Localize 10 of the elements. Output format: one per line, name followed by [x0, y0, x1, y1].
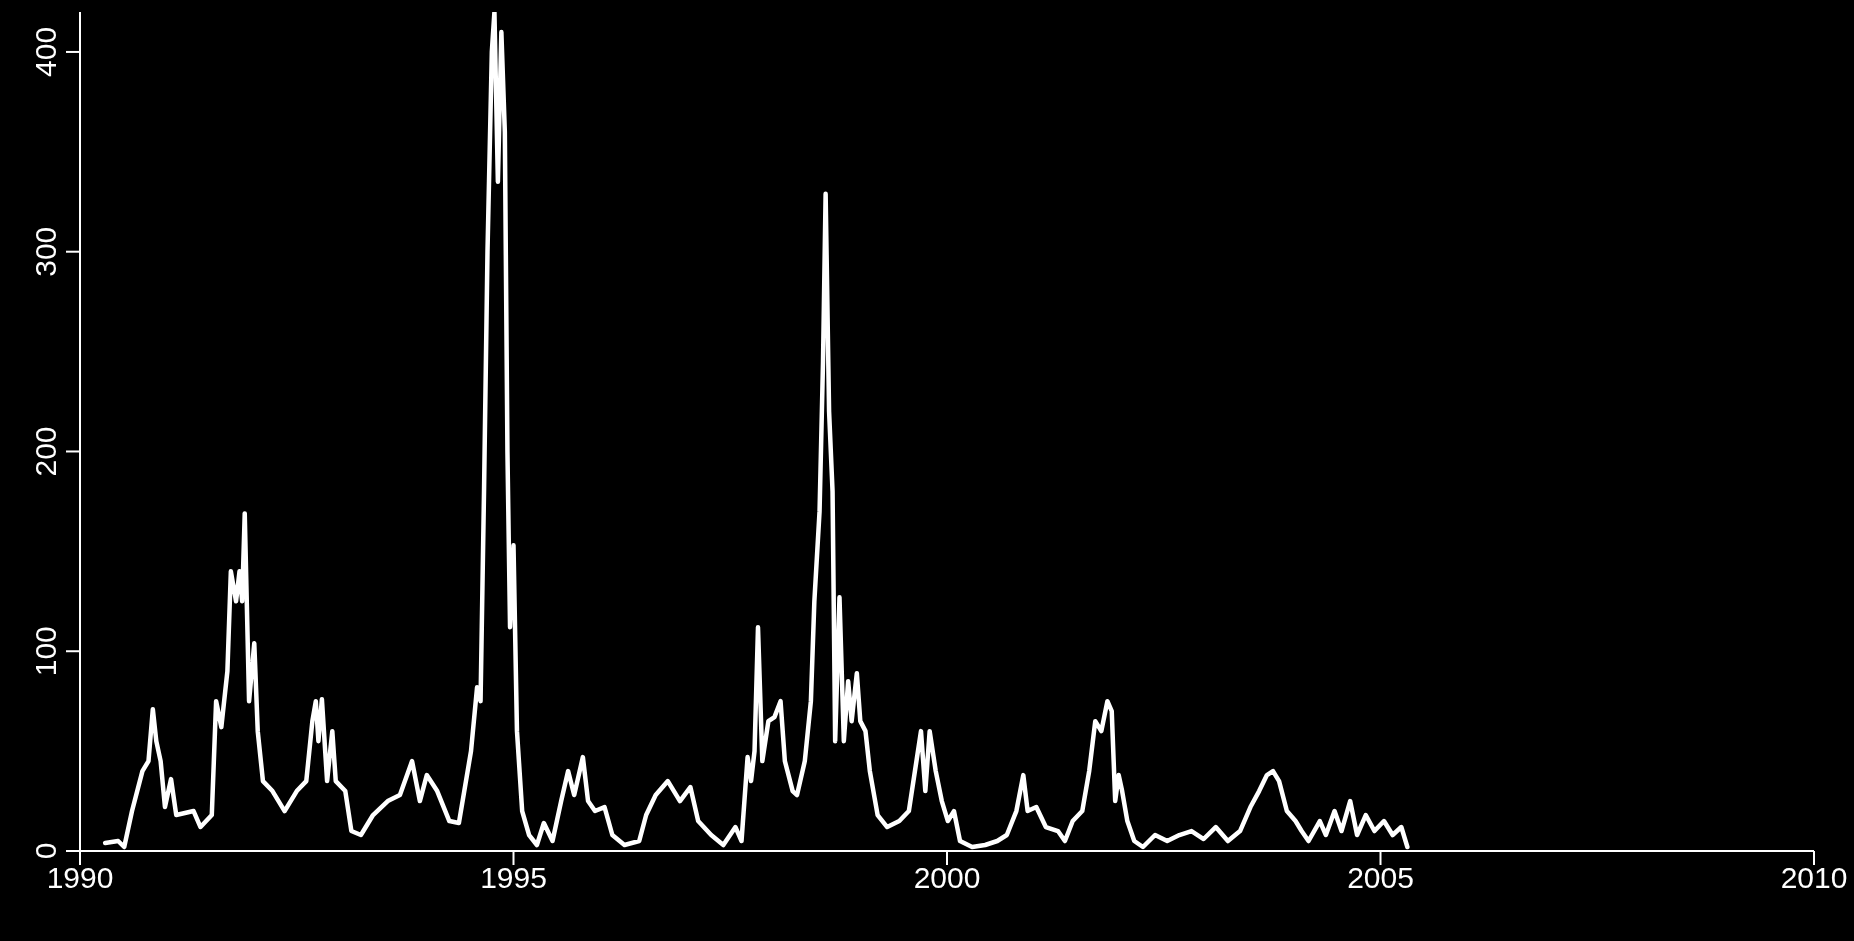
x-tick-label: 1995	[480, 861, 547, 895]
x-tick-label: 1990	[46, 861, 114, 895]
y-tick-label: 0	[29, 842, 62, 860]
x-tick-label: 2005	[1347, 861, 1414, 895]
x-tick-label: 2000	[913, 861, 981, 895]
y-tick-label: 300	[29, 226, 62, 277]
y-tick-label: 200	[29, 426, 62, 477]
y-tick-label: 400	[29, 26, 62, 77]
x-tick-label: 2010	[1780, 861, 1848, 895]
y-tick-label: 100	[29, 626, 62, 677]
